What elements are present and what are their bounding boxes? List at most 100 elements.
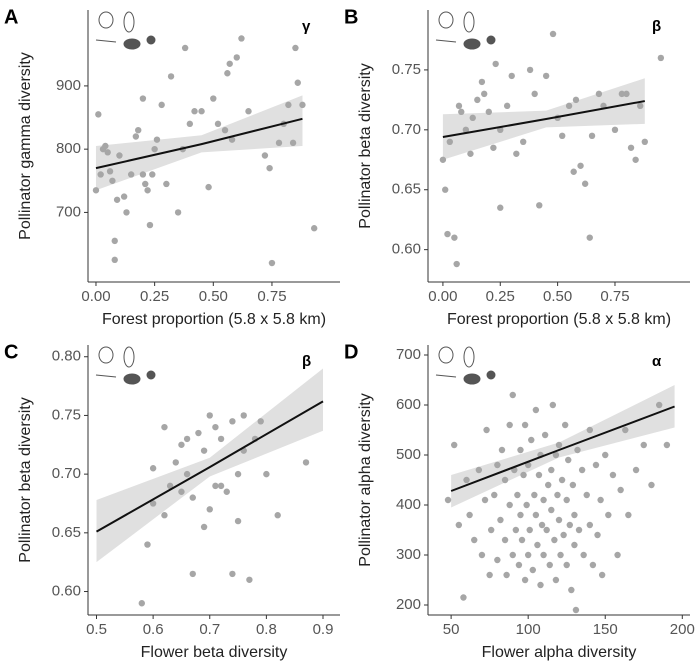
point [217, 435, 225, 443]
point [485, 108, 492, 116]
point [212, 482, 219, 490]
point [102, 142, 109, 150]
point [625, 511, 632, 519]
point [648, 481, 655, 489]
point [138, 600, 145, 607]
point [240, 412, 247, 419]
point [640, 441, 647, 449]
icon-part [438, 11, 454, 29]
fit-line [450, 405, 675, 492]
x-tick-label: 0.50 [543, 288, 572, 305]
point [571, 511, 578, 519]
diversity-symbol: β [302, 353, 311, 370]
point [120, 193, 128, 200]
point [546, 561, 553, 569]
point [302, 459, 310, 466]
point [458, 108, 465, 116]
point [444, 230, 451, 238]
icon-part [146, 35, 156, 45]
point [294, 79, 301, 86]
point [183, 470, 191, 478]
icon-part [98, 11, 114, 29]
pollinator-icon [95, 346, 156, 385]
point [245, 108, 252, 115]
point [561, 421, 569, 429]
point [586, 521, 594, 529]
x-axis-label: Forest proportion (5.8 x 5.8 km) [102, 311, 326, 328]
point [292, 44, 299, 52]
point [178, 441, 185, 448]
point [558, 476, 566, 484]
icon-part [463, 38, 481, 50]
point [492, 60, 499, 68]
point [200, 523, 208, 531]
point [537, 581, 544, 589]
point [261, 152, 269, 159]
point [172, 459, 179, 466]
point [206, 412, 213, 419]
point [116, 152, 123, 159]
point [520, 138, 527, 146]
point [518, 536, 526, 544]
point [566, 521, 573, 529]
point [200, 447, 208, 454]
point [139, 171, 147, 178]
point [618, 90, 626, 98]
point [517, 511, 524, 519]
point [161, 423, 168, 431]
point [526, 526, 533, 534]
y-tick-label: 0.60 [52, 582, 81, 599]
point [149, 465, 157, 472]
fit-line [95, 117, 303, 170]
point [460, 594, 467, 601]
icon-part [435, 374, 457, 378]
point [221, 126, 229, 134]
y-axis-label: Pollinator alpha diversity [357, 393, 374, 566]
pollinator-icon [435, 346, 496, 385]
point [595, 90, 603, 98]
point [523, 501, 530, 509]
point [535, 471, 543, 479]
point [178, 488, 185, 495]
point [551, 536, 558, 544]
point [246, 576, 253, 583]
point [520, 471, 527, 479]
point [228, 136, 236, 143]
point [532, 406, 540, 414]
point [548, 466, 555, 474]
point [524, 551, 532, 559]
point [513, 150, 520, 157]
point [195, 429, 202, 437]
confidence-band [95, 95, 303, 191]
point [214, 120, 222, 128]
point [486, 571, 493, 579]
y-tick-label: 0.65 [52, 524, 81, 541]
point [106, 168, 114, 175]
point [531, 90, 538, 98]
x-axis-label: Flower alpha diversity [482, 644, 637, 661]
point [229, 570, 236, 578]
point [617, 486, 624, 494]
point [588, 132, 596, 140]
point [586, 234, 593, 241]
point [224, 70, 231, 77]
y-tick-label: 700 [396, 346, 421, 363]
point [565, 102, 573, 110]
x-tick-label: 0.5 [86, 621, 107, 638]
point [257, 418, 264, 425]
icon-part [123, 11, 135, 33]
point [501, 536, 509, 544]
point [205, 183, 212, 191]
point [514, 491, 521, 499]
point [478, 78, 486, 86]
point [95, 111, 102, 118]
point [541, 431, 549, 439]
point [555, 441, 563, 449]
y-tick-label: 0.75 [392, 61, 421, 78]
icon-part [123, 373, 141, 385]
point [552, 576, 560, 584]
point [597, 496, 604, 504]
y-axis-label: Pollinator beta diversity [357, 63, 374, 228]
point [268, 259, 276, 267]
point [536, 202, 543, 209]
